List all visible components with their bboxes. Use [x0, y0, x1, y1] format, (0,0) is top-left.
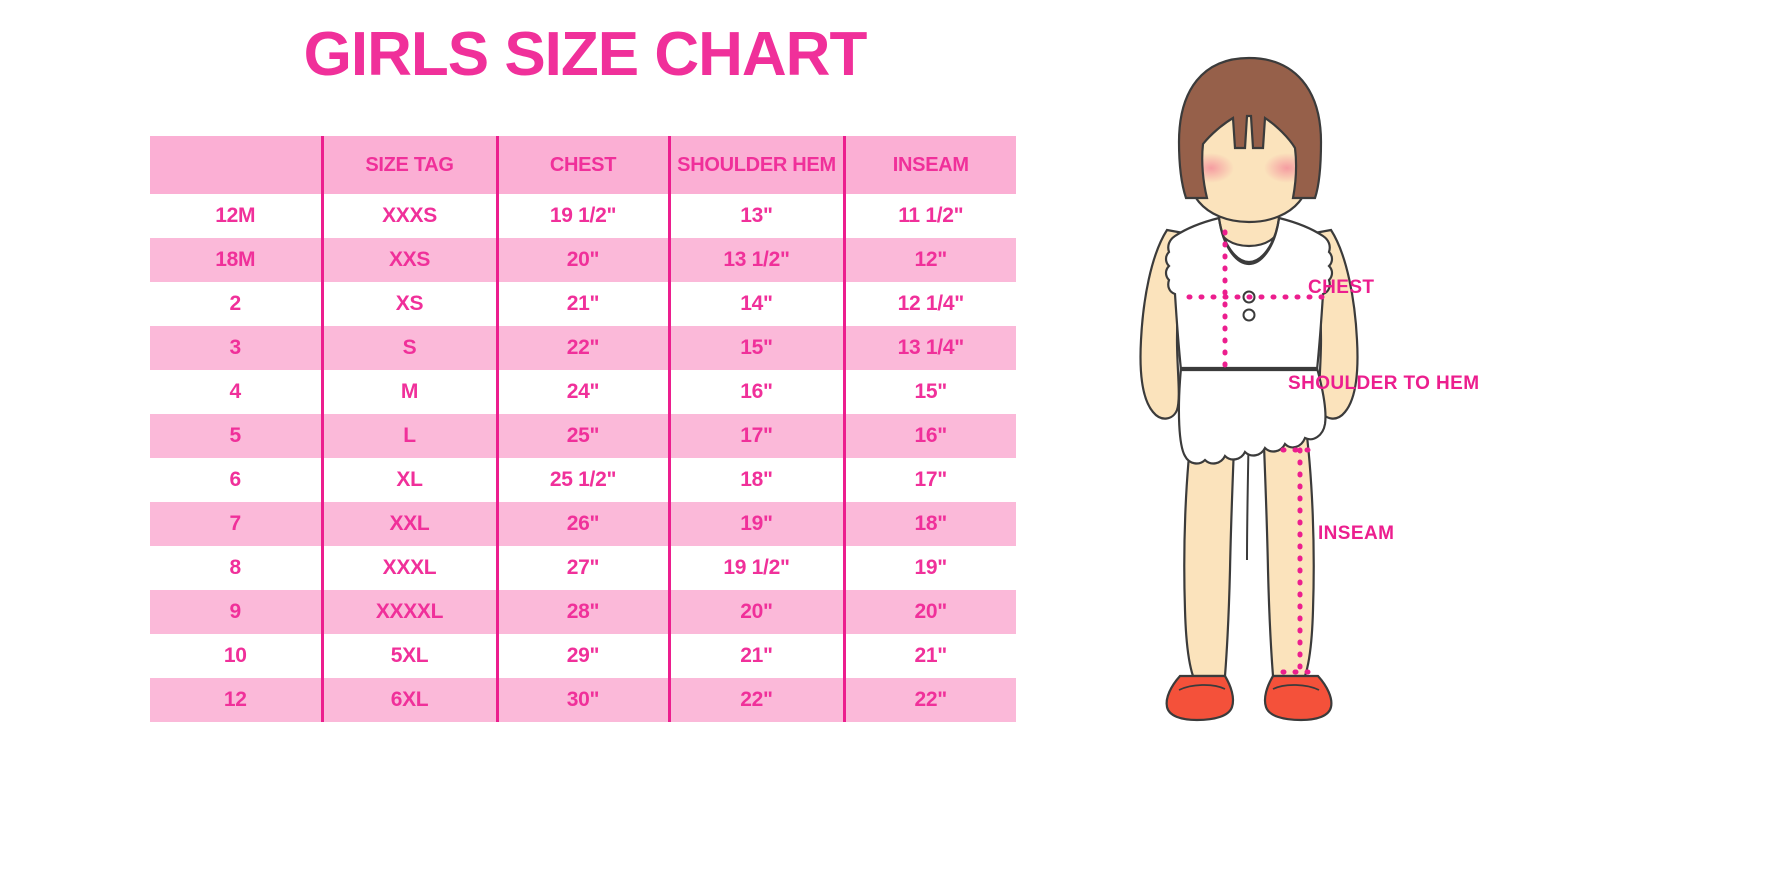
cell-inseam: 16" — [842, 414, 1016, 458]
cell-size-tag: XXXXL — [320, 590, 497, 634]
table-row: 12 6XL 30" 22" 22" — [150, 678, 1016, 722]
cell-size-tag: 5XL — [320, 634, 497, 678]
table-row: 7 XXL 26" 19" 18" — [150, 502, 1016, 546]
table-row: 5 L 25" 17" 16" — [150, 414, 1016, 458]
cell-shoulder-hem: 13 1/2" — [667, 238, 844, 282]
cell-shoulder-hem: 19" — [667, 502, 844, 546]
table-row: 3 S 22" 15" 13 1/4" — [150, 326, 1016, 370]
cell-chest: 25 1/2" — [495, 458, 669, 502]
cell-size-tag: L — [320, 414, 497, 458]
cell-inseam: 15" — [842, 370, 1016, 414]
cell-shoulder-hem: 16" — [667, 370, 844, 414]
table-header-row: SIZE TAG CHEST SHOULDER HEM INSEAM — [150, 136, 1016, 194]
cell-size: 5 — [150, 414, 322, 458]
cell-inseam: 17" — [842, 458, 1016, 502]
cell-inseam: 22" — [842, 678, 1016, 722]
table-row: 9 XXXXL 28" 20" 20" — [150, 590, 1016, 634]
cell-size-tag: XXS — [320, 238, 497, 282]
cell-shoulder-hem: 14" — [667, 282, 844, 326]
cell-shoulder-hem: 21" — [667, 634, 844, 678]
cell-chest: 24" — [495, 370, 669, 414]
cell-size-tag: S — [320, 326, 497, 370]
label-shoulder-to-hem: SHOULDER TO HEM — [1288, 373, 1480, 394]
button-lower — [1242, 308, 1256, 322]
cell-inseam: 12" — [842, 238, 1016, 282]
cell-shoulder-hem: 18" — [667, 458, 844, 502]
column-header-chest: CHEST — [495, 136, 669, 194]
cell-size: 10 — [150, 634, 322, 678]
cell-size: 18M — [150, 238, 322, 282]
cell-shoulder-hem: 15" — [667, 326, 844, 370]
girl-figure-illustration — [1085, 50, 1415, 730]
cell-size-tag: 6XL — [320, 678, 497, 722]
cell-inseam: 19" — [842, 546, 1016, 590]
cell-inseam: 18" — [842, 502, 1016, 546]
cell-chest: 25" — [495, 414, 669, 458]
cell-size: 9 — [150, 590, 322, 634]
label-chest: CHEST — [1308, 277, 1375, 298]
table-row: 12M XXXS 19 1/2" 13" 11 1/2" — [150, 194, 1016, 238]
cell-size: 8 — [150, 546, 322, 590]
cell-shoulder-hem: 20" — [667, 590, 844, 634]
cell-chest: 27" — [495, 546, 669, 590]
cell-size-tag: XXXS — [320, 194, 497, 238]
cell-size: 3 — [150, 326, 322, 370]
cell-inseam: 21" — [842, 634, 1016, 678]
shoes — [1165, 674, 1333, 722]
cell-size-tag: XL — [320, 458, 497, 502]
cell-size-tag: XXL — [320, 502, 497, 546]
cell-chest: 22" — [495, 326, 669, 370]
hair — [1177, 56, 1323, 200]
column-header-inseam: INSEAM — [842, 136, 1016, 194]
cell-size: 2 — [150, 282, 322, 326]
cell-chest: 28" — [495, 590, 669, 634]
cell-inseam: 11 1/2" — [842, 194, 1016, 238]
cell-inseam: 13 1/4" — [842, 326, 1016, 370]
table-row: 10 5XL 29" 21" 21" — [150, 634, 1016, 678]
cell-size-tag: XS — [320, 282, 497, 326]
table-row: 2 XS 21" 14" 12 1/4" — [150, 282, 1016, 326]
table-row: 4 M 24" 16" 15" — [150, 370, 1016, 414]
cell-size: 4 — [150, 370, 322, 414]
table-row: 6 XL 25 1/2" 18" 17" — [150, 458, 1016, 502]
cell-inseam: 12 1/4" — [842, 282, 1016, 326]
column-header-shoulder-hem: SHOULDER HEM — [667, 136, 844, 194]
cell-size: 6 — [150, 458, 322, 502]
skirt — [1177, 366, 1327, 465]
cell-size-tag: XXXL — [320, 546, 497, 590]
table-row: 18M XXS 20" 13 1/2" 12" — [150, 238, 1016, 282]
column-header-size — [150, 136, 322, 194]
table-row: 8 XXXL 27" 19 1/2" 19" — [150, 546, 1016, 590]
size-chart-table: SIZE TAG CHEST SHOULDER HEM INSEAM 12M XX… — [150, 136, 1016, 722]
cell-size: 12M — [150, 194, 322, 238]
page-title: GIRLS SIZE CHART — [303, 20, 868, 89]
cell-chest: 20" — [495, 238, 669, 282]
label-inseam: INSEAM — [1318, 523, 1395, 544]
cell-chest: 19 1/2" — [495, 194, 669, 238]
cell-shoulder-hem: 13" — [667, 194, 844, 238]
cell-chest: 21" — [495, 282, 669, 326]
cell-size: 12 — [150, 678, 322, 722]
cell-size-tag: M — [320, 370, 497, 414]
cell-shoulder-hem: 22" — [667, 678, 844, 722]
cell-size: 7 — [150, 502, 322, 546]
column-header-size-tag: SIZE TAG — [320, 136, 497, 194]
cell-shoulder-hem: 19 1/2" — [667, 546, 844, 590]
cell-inseam: 20" — [842, 590, 1016, 634]
cell-chest: 26" — [495, 502, 669, 546]
cell-chest: 30" — [495, 678, 669, 722]
cell-chest: 29" — [495, 634, 669, 678]
cell-shoulder-hem: 17" — [667, 414, 844, 458]
measurement-guides — [1186, 229, 1326, 675]
